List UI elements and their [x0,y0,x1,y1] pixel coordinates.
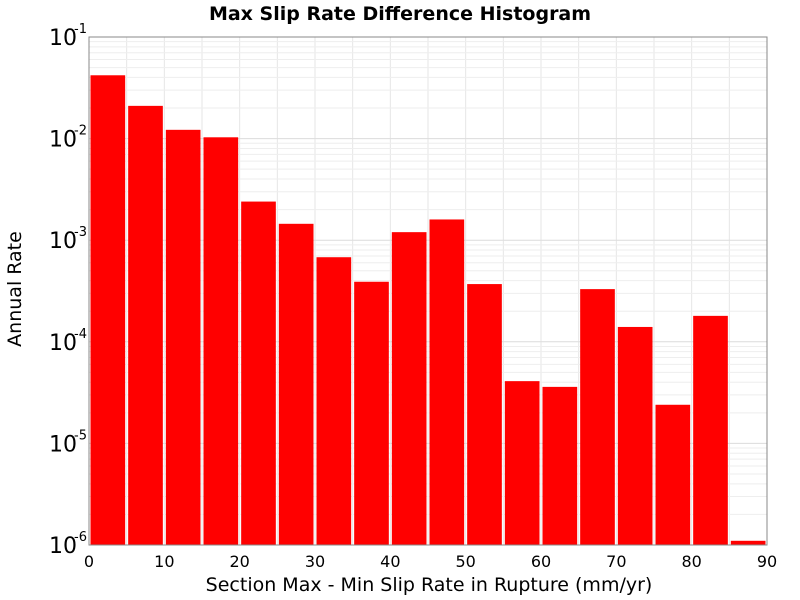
x-tick-label: 80 [681,552,701,571]
y-tick-label: 10-3 [49,225,87,254]
x-axis-label: Section Max - Min Slip Rate in Rupture (… [206,574,653,596]
x-tick-label: 30 [305,552,325,571]
x-tick-label: 0 [84,552,94,571]
grid [89,37,767,545]
bar-4 [241,201,276,545]
y-tick-label: 10-4 [49,327,87,356]
bar-7 [354,281,389,545]
bar-8 [391,232,427,545]
y-tick-label: 10-6 [49,530,87,559]
y-tick-exponent: -2 [74,124,87,139]
y-tick-exponent: -3 [74,225,87,240]
x-tick-label: 40 [380,552,400,571]
bar-16 [693,315,728,545]
y-tick-base: 10 [49,331,77,356]
plot-frame [88,36,768,546]
bar-10 [467,284,502,545]
y-axis-ticks: 10-610-510-410-310-210-1 [49,22,87,559]
y-tick-base: 10 [49,229,77,254]
bar-3 [203,137,239,546]
y-tick-base: 10 [49,432,77,457]
bar-11 [504,381,540,545]
x-tick-label: 70 [606,552,626,571]
x-tick-label: 50 [455,552,475,571]
y-tick-base: 10 [49,128,77,153]
x-tick-label: 90 [757,552,777,571]
x-tick-label: 20 [229,552,249,571]
chart-title: Max Slip Rate Difference Histogram [209,3,591,25]
bar-12 [542,386,578,545]
y-tick-base: 10 [49,534,77,559]
bar-2 [165,129,201,545]
y-tick-base: 10 [49,26,77,51]
x-tick-label: 10 [154,552,174,571]
bar-9 [429,219,465,545]
y-tick-exponent: -1 [74,22,87,37]
y-tick-exponent: -5 [74,428,87,443]
bar-13 [580,289,615,545]
x-tick-label: 60 [531,552,551,571]
bar-0 [90,75,126,546]
x-axis-ticks: 0 10 20 30 40 50 60 70 80 90 [84,552,777,571]
y-tick-exponent: -6 [74,530,87,545]
bar-15 [655,404,691,545]
y-tick-label: 10-1 [49,22,87,51]
y-tick-label: 10-2 [49,124,87,153]
bar-1 [128,105,163,545]
y-tick-exponent: -4 [74,327,87,342]
bar-17 [730,540,766,545]
bar-5 [278,223,314,546]
y-tick-label: 10-5 [49,428,87,457]
bar-14 [617,326,653,545]
y-axis-label: Annual Rate [4,231,26,347]
bar-6 [316,257,352,545]
bars [90,75,766,546]
